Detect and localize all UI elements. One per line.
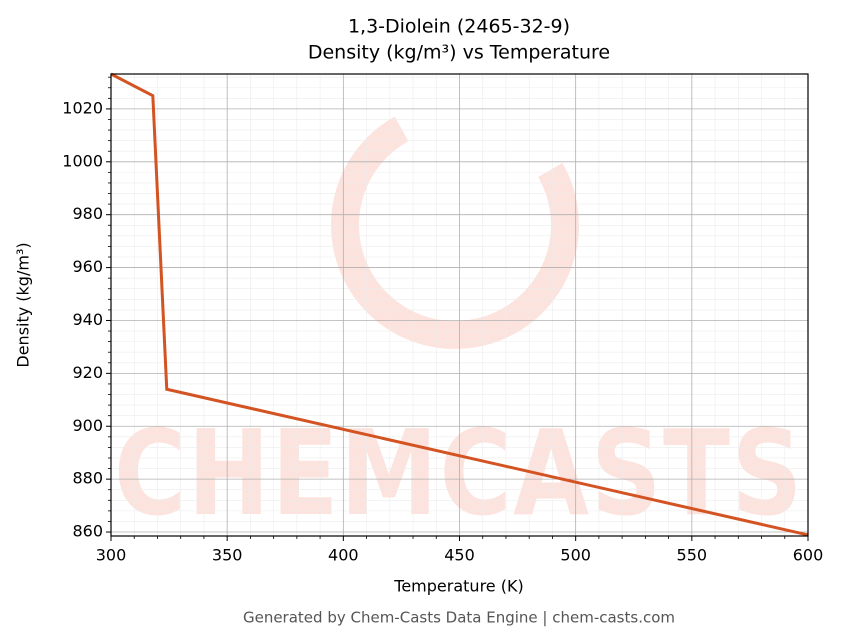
y-tick-label: 980 — [72, 204, 103, 223]
y-tick-label: 880 — [72, 469, 103, 488]
footer: Generated by Chem-Casts Data Engine | ch… — [243, 609, 675, 627]
chart-title: 1,3-Diolein (2465-32-9) — [348, 16, 570, 38]
y-tick-label: 960 — [72, 257, 103, 276]
plot-frame — [110, 73, 809, 537]
x-tick-label: 600 — [793, 546, 824, 565]
x-tick-label: 400 — [328, 546, 359, 565]
data-line — [110, 72, 809, 537]
y-tick-label: 940 — [72, 310, 103, 329]
x-tick-label: 500 — [560, 546, 591, 565]
x-tick-label: 300 — [96, 546, 127, 565]
x-tick-label: 350 — [212, 546, 243, 565]
y-tick-label: 1000 — [62, 151, 103, 170]
x-axis-label: Temperature (K) — [393, 577, 523, 596]
y-tick-label: 1020 — [62, 98, 103, 117]
x-tick-label: 450 — [444, 546, 475, 565]
chart-subtitle: Density (kg/m³) vs Temperature — [308, 42, 610, 64]
y-tick-label: 860 — [72, 522, 103, 541]
x-tick-label: 550 — [677, 546, 708, 565]
y-tick-label: 900 — [72, 416, 103, 435]
y-tick-label: 920 — [72, 363, 103, 382]
y-axis-label: Density (kg/m³) — [14, 242, 33, 367]
watermark: CHEMCASTS — [114, 404, 804, 542]
